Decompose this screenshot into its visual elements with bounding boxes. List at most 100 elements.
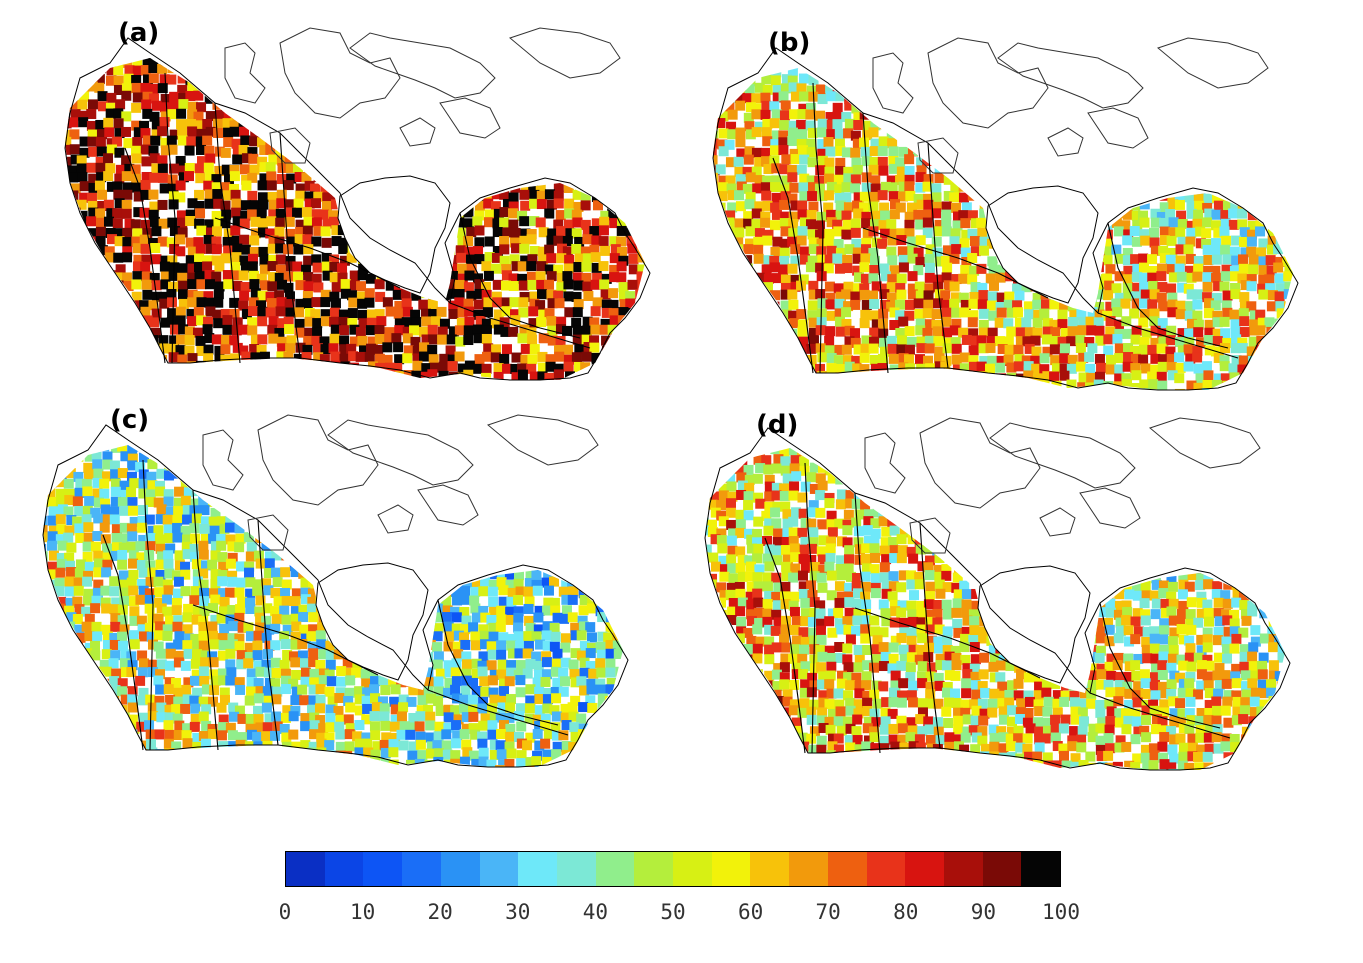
colorbar-tick-label: 20 bbox=[427, 900, 453, 924]
arctic-island bbox=[399, 117, 436, 147]
arctic-island bbox=[1039, 507, 1076, 537]
province-border bbox=[1089, 692, 1231, 739]
map-panel-c: (c) bbox=[18, 405, 658, 775]
colorbar-segment bbox=[634, 852, 674, 886]
arctic-island bbox=[1087, 107, 1149, 149]
panel-label-b: (b) bbox=[768, 28, 811, 58]
colorbar-segment bbox=[750, 852, 790, 886]
colorbar-segment bbox=[286, 852, 325, 886]
province-border bbox=[192, 489, 219, 751]
province-border bbox=[192, 604, 379, 676]
province-border bbox=[1099, 602, 1221, 729]
province-border bbox=[854, 607, 1041, 679]
colorbar-tick-label: 80 bbox=[893, 900, 919, 924]
arctic-island bbox=[508, 27, 621, 79]
province-border bbox=[427, 689, 569, 736]
colorbar-tick-label: 70 bbox=[815, 900, 841, 924]
arctic-island bbox=[202, 429, 244, 491]
colorbar-segment bbox=[866, 852, 906, 886]
coastline bbox=[42, 424, 629, 768]
arctic-island bbox=[864, 432, 906, 494]
colorbar-ticks: 0 10 20 30 40 50 60 70 80 90 100 bbox=[279, 900, 1080, 930]
province-border bbox=[919, 522, 941, 749]
map-panel-d: (d) bbox=[680, 408, 1320, 778]
map-svg bbox=[704, 417, 1291, 771]
province-border bbox=[1107, 222, 1229, 349]
arctic-island bbox=[377, 504, 414, 534]
province-border bbox=[1097, 312, 1239, 359]
panel-label-c: (c) bbox=[110, 405, 150, 435]
colorbar-segment bbox=[479, 852, 519, 886]
province-border bbox=[459, 212, 581, 339]
province-border bbox=[772, 157, 814, 374]
map-svg bbox=[42, 414, 629, 768]
arctic-island bbox=[1047, 127, 1084, 157]
arctic-island bbox=[997, 42, 1144, 109]
hudson-bay bbox=[977, 565, 1091, 684]
colorbar-tick-label: 40 bbox=[582, 900, 609, 924]
arctic-island bbox=[919, 417, 1041, 509]
arctic-island bbox=[927, 37, 1049, 129]
colorbar-segment bbox=[982, 852, 1022, 886]
colorbar-tick-label: 0 bbox=[278, 900, 292, 924]
coastline bbox=[712, 47, 1299, 391]
arctic-island bbox=[917, 137, 959, 174]
arctic-island bbox=[247, 514, 289, 551]
arctic-island bbox=[269, 127, 311, 164]
arctic-island bbox=[279, 27, 401, 119]
arctic-island bbox=[1156, 37, 1269, 89]
colorbar-tick-label: 50 bbox=[660, 900, 686, 924]
province-border bbox=[812, 82, 824, 374]
province-border bbox=[124, 147, 166, 364]
province-border bbox=[102, 534, 144, 751]
province-border bbox=[804, 462, 816, 754]
province-border bbox=[862, 227, 1049, 299]
colorbar-segment bbox=[595, 852, 635, 886]
panel-label-a: (a) bbox=[118, 18, 160, 48]
province-border bbox=[862, 112, 889, 374]
province-border bbox=[854, 492, 881, 754]
map-svg bbox=[64, 27, 651, 381]
colorbar-segment bbox=[402, 852, 441, 886]
arctic-island bbox=[486, 414, 599, 466]
province-border bbox=[927, 142, 949, 369]
province-border bbox=[764, 537, 806, 754]
map-svg bbox=[712, 37, 1299, 391]
colorbar-segment bbox=[711, 852, 751, 886]
province-border bbox=[164, 72, 176, 364]
colorbar-segment bbox=[518, 852, 557, 886]
hudson-bay bbox=[337, 175, 451, 294]
colorbar-tick-label: 60 bbox=[737, 900, 764, 924]
arctic-island bbox=[417, 484, 479, 526]
arctic-island bbox=[257, 414, 379, 506]
arctic-island bbox=[872, 52, 914, 114]
colorbar-tick-label: 90 bbox=[970, 900, 997, 924]
colorbar-segment bbox=[789, 852, 828, 886]
arctic-island bbox=[224, 42, 266, 104]
colorbar-segment bbox=[827, 852, 867, 886]
panel-label-d: (d) bbox=[756, 410, 799, 440]
province-border bbox=[257, 519, 279, 746]
colorbar-segment bbox=[556, 852, 596, 886]
province-border bbox=[214, 217, 401, 289]
coastline bbox=[64, 37, 651, 381]
hudson-bay bbox=[315, 562, 429, 681]
province-border bbox=[437, 599, 559, 726]
colorbar-segment bbox=[440, 852, 480, 886]
colorbar-segment bbox=[363, 852, 403, 886]
arctic-island bbox=[327, 419, 474, 486]
colorbar-tick-label: 100 bbox=[1042, 900, 1080, 924]
arctic-island bbox=[349, 32, 496, 99]
colorbar-segment bbox=[943, 852, 983, 886]
map-panel-a: (a) bbox=[40, 18, 680, 388]
arctic-island bbox=[1148, 417, 1261, 469]
province-border bbox=[449, 302, 591, 349]
colorbar-segment bbox=[324, 852, 364, 886]
colorbar-segment bbox=[1021, 852, 1061, 886]
map-panel-b: (b) bbox=[688, 28, 1328, 398]
arctic-island bbox=[909, 517, 951, 554]
province-border bbox=[142, 459, 154, 751]
province-border bbox=[279, 132, 301, 359]
arctic-island bbox=[439, 97, 501, 139]
colorbar-segment bbox=[673, 852, 712, 886]
